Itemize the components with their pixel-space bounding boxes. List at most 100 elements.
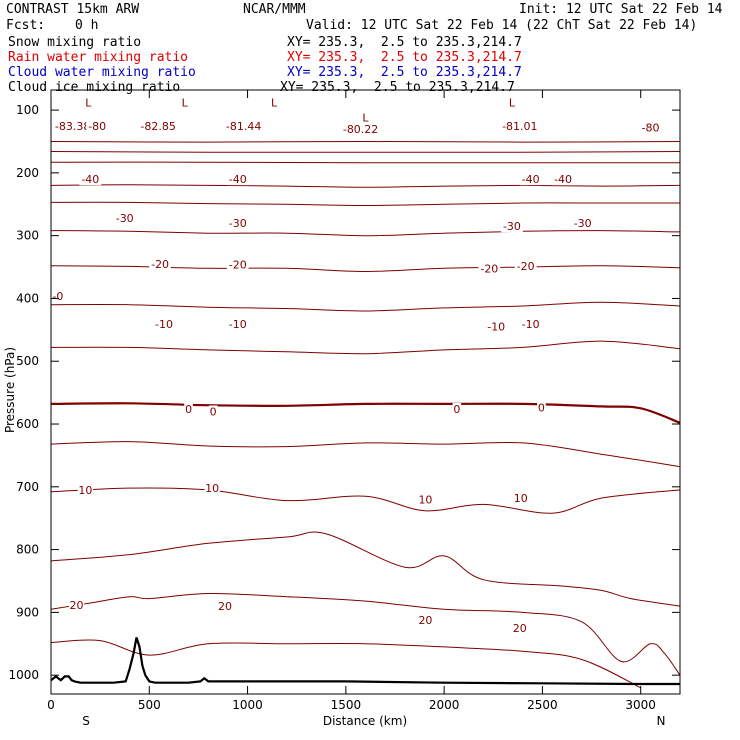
field-snow-name: Snow mixing ratio <box>8 35 142 50</box>
contour-label: -40 <box>229 173 247 186</box>
contour-label: -80 <box>88 120 106 133</box>
contour-label: -10 <box>155 318 173 331</box>
contour-label: 20 <box>513 622 527 635</box>
x-axis-ticks: 0 500 1000 1500 2000 2500 3000 <box>47 90 656 712</box>
low-marker: L <box>509 97 516 110</box>
contour-label-bg <box>86 119 109 132</box>
contour-label: 10 <box>514 492 528 505</box>
contour-label-bg <box>485 320 508 333</box>
x-tick-label: 2000 <box>429 698 460 712</box>
y-tick-label: 500 <box>16 354 39 368</box>
contour-labels: -0-83.38-80 -82.85 -81.44 -80.22 -81.01 -80-4… <box>50 97 662 635</box>
field-rain-xy: XY= 235.3, 2.5 to 235.3,214.7 <box>287 50 522 65</box>
forecast-hour: 0 h <box>75 18 99 33</box>
x-tick-label: 1000 <box>232 698 263 712</box>
contour-label: -30 <box>229 217 247 230</box>
contour-label-bg <box>217 600 233 613</box>
low-marker: L <box>362 112 369 125</box>
contour-label: -30 <box>116 212 134 225</box>
contour-label: -80.22 <box>343 123 378 136</box>
contour-label: -20 <box>517 260 535 273</box>
contour-label-bg <box>513 492 529 505</box>
contour-label: -82.85 <box>140 120 175 133</box>
contour-line <box>50 402 681 424</box>
contour-label: -30 <box>574 217 592 230</box>
contour-line <box>50 301 681 312</box>
south-end-label: S <box>82 714 90 728</box>
contour-label: -20 <box>151 258 169 271</box>
low-marker: L <box>85 97 92 110</box>
contour-label-bg <box>153 318 175 331</box>
contour-label-bg <box>137 119 179 132</box>
field-cloudwater-xy: XY= 235.3, 2.5 to 235.3,214.7 <box>287 65 522 80</box>
contour-label: -0 <box>52 290 63 303</box>
y-tick-label: 200 <box>16 166 39 180</box>
contour-label-bg <box>339 122 382 135</box>
contour-label-bg <box>499 119 541 132</box>
contour-line <box>50 441 681 468</box>
field-cloudice-name: Cloud ice mixing ratio <box>8 80 181 95</box>
contour-label: -81.01 <box>502 120 537 133</box>
contour-label: -83.38 <box>55 120 90 133</box>
contour-label-bg <box>208 405 218 418</box>
contour-label-bg <box>452 402 462 415</box>
contour-label-bg <box>226 318 249 331</box>
contour-line <box>50 230 681 237</box>
contour-label-bg <box>226 258 249 271</box>
contour-label-bg <box>149 257 171 270</box>
y-tick-label: 600 <box>16 417 39 431</box>
temperature-contours <box>50 140 681 689</box>
contour-label: -10 <box>229 318 247 331</box>
low-marker: L <box>182 97 189 110</box>
contour-label-bg <box>571 217 594 230</box>
field-snow-xy: XY= 235.3, 2.5 to 235.3,214.7 <box>287 35 522 50</box>
contour-line <box>50 201 680 207</box>
contour-label: 10 <box>418 493 432 506</box>
contour-label: -40 <box>554 173 572 186</box>
y-tick-label: 1000 <box>8 668 39 682</box>
init-time: Init: 12 UTC Sat 22 Feb 14 <box>519 2 723 17</box>
y-tick-label: 400 <box>16 291 39 305</box>
contour-label-bg <box>537 401 546 414</box>
contour-label-bg <box>204 482 220 495</box>
x-tick-label: 500 <box>138 698 161 712</box>
contour-line <box>50 340 681 355</box>
contour-line <box>50 639 641 689</box>
contour-label-bg <box>501 220 523 233</box>
contour-label-bg <box>552 173 574 186</box>
contour-label: 10 <box>78 484 92 497</box>
contour-label-bg <box>113 212 136 225</box>
contour-label: -40 <box>81 173 99 186</box>
contour-label: -10 <box>487 321 505 334</box>
contour-label: 0 <box>210 405 217 418</box>
contour-label-bg <box>68 598 85 611</box>
contour-label-bg <box>519 173 542 186</box>
y-axis-label: Pressure (hPa) <box>3 347 17 433</box>
contour-label-bg <box>226 173 249 186</box>
contour-label-bg <box>222 119 265 132</box>
field-cloudice-xy: XY= 235.3, 2.5 to 235.3,214.7 <box>280 80 515 95</box>
contour-label: -40 <box>522 173 540 186</box>
contour-label: 20 <box>70 599 84 612</box>
contour-label-bg <box>51 119 94 132</box>
center-label: NCAR/MMM <box>243 2 306 17</box>
contour-label-bg <box>79 173 102 186</box>
plot-frame <box>50 89 681 695</box>
contour-label-bg <box>519 318 542 331</box>
x-axis-label: Distance (km) <box>323 714 407 728</box>
contour-line <box>50 265 681 273</box>
x-tick-label: 2500 <box>527 698 558 712</box>
contour-line <box>50 531 681 607</box>
x-tick-label: 3000 <box>625 698 656 712</box>
y-tick-label: 100 <box>16 103 39 117</box>
contour-label-bg <box>184 402 193 415</box>
y-tick-label: 300 <box>16 229 39 243</box>
model-title: CONTRAST 15km ARW <box>6 2 140 17</box>
contour-label: 20 <box>218 600 232 613</box>
y-tick-label: 800 <box>16 543 39 557</box>
contour-label-bg <box>417 493 434 506</box>
contour-label-bg <box>512 622 528 635</box>
contour-label: 20 <box>418 614 432 627</box>
field-cloudwater-name: Cloud water mixing ratio <box>8 65 196 80</box>
